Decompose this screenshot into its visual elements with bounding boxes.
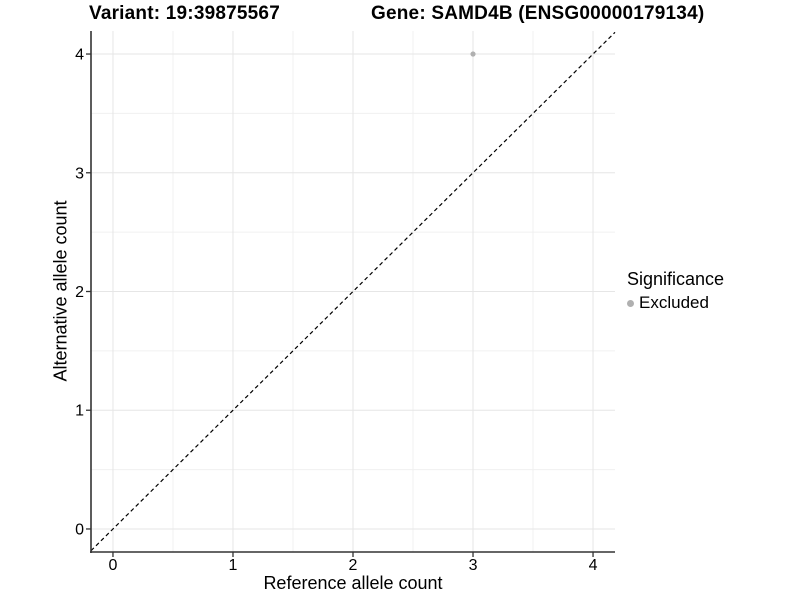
x-tick-label: 0 — [109, 557, 118, 574]
y-axis-title: Alternative allele count — [50, 200, 71, 382]
identity-reference-line — [90, 31, 616, 552]
x-tick-label: 1 — [229, 557, 238, 574]
variant-title: Variant: 19:39875567 — [89, 3, 280, 24]
data-point — [470, 51, 476, 57]
legend-point-icon — [627, 299, 634, 307]
y-tick-label: 3 — [75, 165, 84, 182]
legend-item-label: Excluded — [639, 293, 709, 312]
legend-item-excluded: Excluded — [627, 293, 724, 313]
x-tick-label: 4 — [589, 557, 598, 574]
x-tick-label: 2 — [349, 557, 358, 574]
legend-title: Significance — [627, 269, 725, 289]
y-tick-label: 0 — [75, 521, 84, 538]
y-tick-label: 4 — [75, 47, 84, 64]
gene-title: Gene: SAMD4B (ENSG00000179134) — [371, 3, 705, 24]
y-tick-label: 1 — [75, 403, 84, 420]
legend: Significance Excluded — [627, 269, 724, 313]
x-axis-title: Reference allele count — [263, 573, 443, 593]
x-tick-label: 3 — [469, 557, 478, 574]
y-tick-label: 2 — [75, 284, 84, 301]
